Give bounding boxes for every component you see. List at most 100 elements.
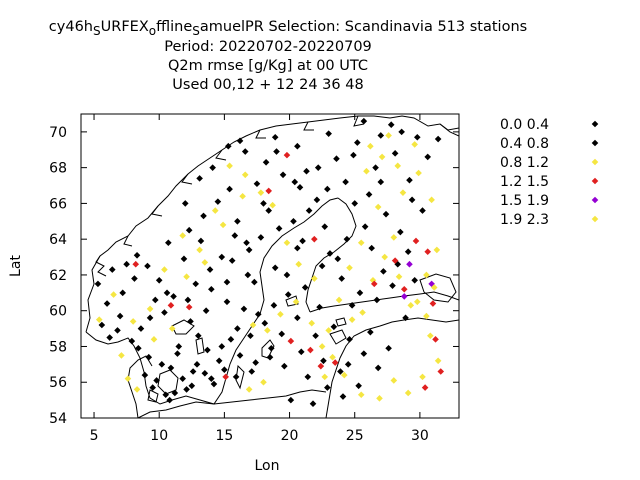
data-point-series-1 bbox=[248, 368, 256, 375]
title-part-4: amuelPR Selection: Scandinavia 513 stati… bbox=[200, 19, 527, 35]
data-point-series-2 bbox=[311, 275, 318, 282]
data-point-series-0 bbox=[356, 289, 364, 297]
data-point-series-0 bbox=[247, 332, 254, 340]
data-point-series-1 bbox=[294, 142, 301, 150]
data-point-series-1 bbox=[355, 382, 362, 390]
data-point-series-1 bbox=[166, 396, 173, 404]
data-point-series-0 bbox=[413, 133, 421, 141]
data-point-series-0 bbox=[305, 207, 313, 214]
data-point-series-0 bbox=[162, 391, 170, 399]
data-point-series-5 bbox=[423, 312, 430, 320]
chart-title-line-2: Period: 20220702-20220709 bbox=[164, 39, 372, 55]
data-point-series-0 bbox=[149, 384, 156, 391]
data-point-series-1 bbox=[312, 332, 319, 340]
data-point-series-2 bbox=[150, 336, 158, 343]
data-point-series-0 bbox=[290, 217, 297, 225]
legend: 0.0 0.4 0.4 0.8 0.8 1.2 1.2 1.5 1.5 1.9 1.9 2… bbox=[500, 117, 599, 228]
data-point-series-1 bbox=[273, 148, 280, 155]
data-point-series-2 bbox=[433, 246, 441, 254]
data-point-series-0 bbox=[389, 282, 396, 289]
data-point-series-2 bbox=[146, 305, 154, 313]
data-point-series-1 bbox=[232, 373, 240, 381]
x-tick-label: 15 bbox=[215, 428, 233, 444]
data-point-series-0 bbox=[224, 142, 232, 150]
data-point-series-0 bbox=[161, 309, 168, 316]
data-point-series-2 bbox=[407, 302, 415, 309]
data-point-series-2 bbox=[404, 389, 412, 397]
data-point-series-1 bbox=[402, 314, 409, 322]
data-point-series-1 bbox=[236, 137, 244, 145]
data-point-series-2 bbox=[385, 132, 392, 139]
title-part-2: URFEX bbox=[101, 19, 149, 35]
data-point-series-4 bbox=[400, 293, 408, 300]
data-point-series-1 bbox=[204, 346, 211, 354]
data-point-series-0 bbox=[208, 285, 215, 293]
data-point-series-1 bbox=[223, 278, 231, 286]
data-point-series-1 bbox=[252, 359, 259, 366]
data-point-series-0 bbox=[228, 257, 236, 264]
data-point-series-0 bbox=[245, 246, 253, 254]
plot-frame bbox=[80, 113, 460, 419]
data-point-series-1 bbox=[197, 237, 205, 245]
data-point-series-1 bbox=[123, 260, 130, 268]
data-point-series-0 bbox=[98, 321, 106, 329]
data-point-series-0 bbox=[167, 364, 175, 372]
chart-title-line-1: cy46hSURFEXofflineSamuelPR Selection: Sc… bbox=[49, 19, 527, 38]
data-point-series-3 bbox=[421, 384, 429, 391]
data-point-series-4 bbox=[406, 260, 413, 268]
x-ticks: 5 10 15 20 25 30 bbox=[90, 114, 429, 444]
data-point-series-1 bbox=[253, 180, 261, 188]
data-point-series-2 bbox=[308, 319, 316, 327]
data-point-series-3 bbox=[317, 362, 325, 370]
data-point-series-1 bbox=[324, 185, 331, 193]
data-point-series-0 bbox=[346, 336, 353, 343]
data-point-series-2 bbox=[249, 321, 257, 329]
data-point-series-0 bbox=[234, 325, 241, 332]
data-point-series-3 bbox=[437, 368, 445, 375]
x-tick-label: 20 bbox=[281, 428, 299, 444]
y-tick-label: 64 bbox=[49, 232, 67, 248]
data-point-series-3 bbox=[400, 285, 408, 293]
data-point-series-1 bbox=[419, 207, 426, 214]
data-point-series-2 bbox=[260, 378, 267, 386]
legend-marker bbox=[591, 139, 599, 147]
data-point-series-0 bbox=[313, 196, 321, 204]
data-point-series-1 bbox=[244, 271, 252, 279]
data-point-series-0 bbox=[296, 184, 304, 191]
data-point-series-0 bbox=[241, 148, 249, 155]
data-point-series-2 bbox=[219, 221, 227, 229]
data-point-series-2 bbox=[133, 386, 141, 393]
data-point-series-1 bbox=[291, 178, 299, 186]
data-point-series-2 bbox=[196, 246, 203, 254]
legend-marker bbox=[591, 177, 599, 185]
data-point-series-3 bbox=[432, 336, 439, 343]
data-point-series-2 bbox=[321, 373, 329, 381]
data-point-series-1 bbox=[151, 296, 159, 304]
data-point-series-2 bbox=[329, 353, 336, 361]
data-point-series-0 bbox=[226, 185, 233, 193]
data-point-series-1 bbox=[397, 228, 404, 236]
data-point-series-0 bbox=[206, 266, 214, 273]
title-sub-2: o bbox=[149, 24, 156, 38]
data-point-series-2 bbox=[374, 203, 382, 211]
data-point-series-2 bbox=[239, 192, 246, 200]
data-point-series-2 bbox=[318, 343, 326, 350]
data-point-series-0 bbox=[114, 327, 121, 334]
data-point-series-0 bbox=[251, 278, 258, 286]
data-point-series-1 bbox=[320, 357, 327, 365]
data-point-series-2 bbox=[367, 142, 374, 150]
x-tick-label: 5 bbox=[90, 428, 99, 444]
data-point-series-2 bbox=[295, 260, 302, 268]
data-point-series-5 bbox=[395, 273, 403, 281]
data-point-series-2 bbox=[357, 239, 365, 247]
data-point-series-0 bbox=[330, 323, 338, 331]
data-point-series-0 bbox=[268, 344, 275, 352]
data-point-series-3 bbox=[412, 237, 420, 245]
data-point-series-1 bbox=[325, 130, 332, 137]
data-point-series-2 bbox=[129, 318, 137, 325]
data-point-series-0 bbox=[324, 384, 331, 391]
chart-title-line-4: Used 00,12 + 12 24 36 48 bbox=[172, 77, 363, 93]
data-point-series-0 bbox=[262, 158, 270, 166]
data-point-series-0 bbox=[343, 235, 351, 243]
data-point-series-2 bbox=[325, 327, 332, 334]
